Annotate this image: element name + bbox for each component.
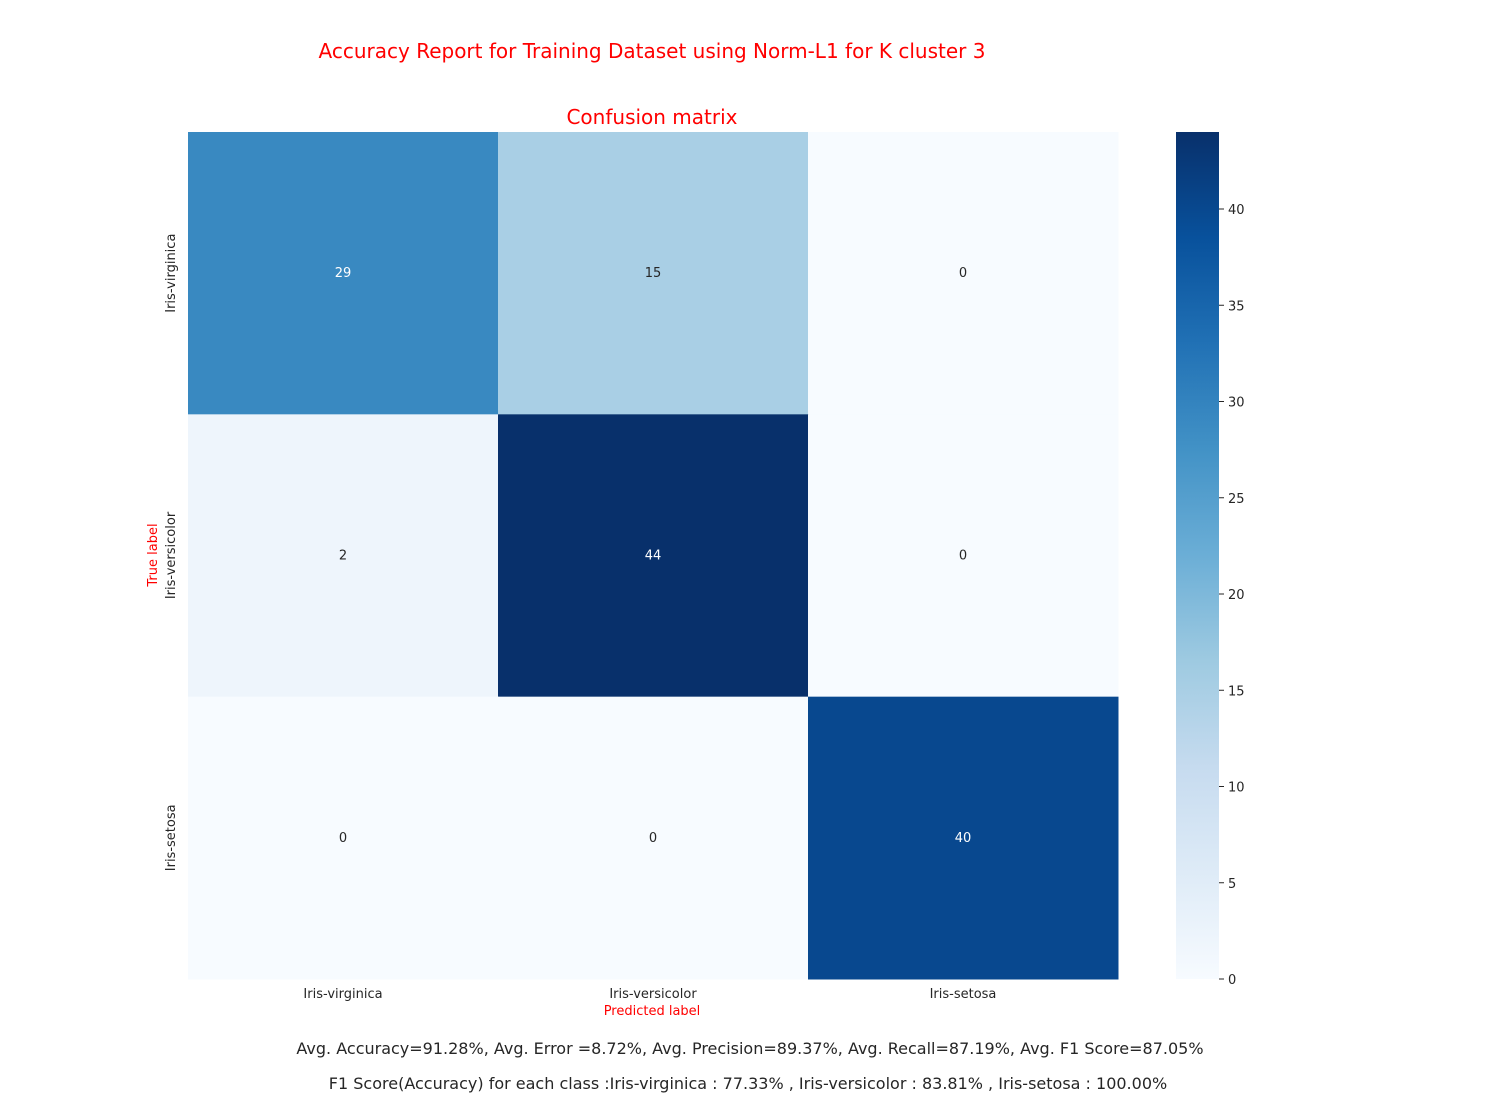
colorbar-tick-label-1: 5 [1228, 877, 1236, 892]
heatmap-cell-r1-c1 [498, 414, 809, 698]
colorbar-tick-label-5: 25 [1228, 492, 1245, 507]
x-tick-labels: Iris-virginica Iris-versicolor Iris-setosa [303, 987, 996, 1002]
colorbar-tick-label-4: 20 [1228, 588, 1245, 603]
y-tick-label-2: Iris-setosa [164, 804, 179, 871]
heatmap-cells [188, 132, 1119, 980]
heatmap-cell-r0-c1 [498, 132, 809, 415]
cell-value-r1-c1: 44 [645, 549, 662, 564]
colorbar-tick-label-6: 30 [1228, 396, 1245, 411]
colorbar-ticks: 0 5 10 15 20 25 30 35 40 [1219, 203, 1245, 988]
heatmap-cell-r2-c1 [498, 696, 809, 980]
colorbar-tick-label-0: 0 [1228, 973, 1236, 988]
heatmap-cell-r0-c0 [188, 132, 499, 415]
cell-value-r2-c2: 40 [955, 831, 972, 846]
y-tick-label-0: Iris-virginica [164, 234, 179, 313]
heatmap-cell-labels: 29 15 0 2 44 0 0 0 40 [335, 266, 972, 846]
cell-value-r0-c0: 29 [335, 266, 352, 281]
f1-per-class-line: F1 Score(Accuracy) for each class :Iris-… [329, 1074, 1167, 1093]
x-tick-label-1: Iris-versicolor [609, 987, 697, 1002]
heatmap-cell-r2-c2 [808, 696, 1119, 980]
cell-value-r2-c0: 0 [339, 831, 347, 846]
x-tick-label-0: Iris-virginica [303, 987, 382, 1002]
cell-value-r1-c0: 2 [339, 549, 347, 564]
colorbar-tick-label-2: 10 [1228, 781, 1245, 796]
x-tick-label-2: Iris-setosa [930, 987, 997, 1002]
summary-metrics-line: Avg. Accuracy=91.28%, Avg. Error =8.72%,… [296, 1039, 1203, 1058]
colorbar-tick-label-7: 35 [1228, 299, 1245, 314]
chart-title: Confusion matrix [566, 105, 737, 129]
colorbar [1176, 132, 1219, 979]
figure-suptitle: Accuracy Report for Training Dataset usi… [319, 39, 986, 63]
y-tick-labels: Iris-virginica Iris-versicolor Iris-setosa [164, 234, 179, 872]
x-axis-label: Predicted label [604, 1004, 701, 1019]
heatmap-cell-r2-c0 [188, 696, 499, 980]
cell-value-r2-c1: 0 [649, 831, 657, 846]
heatmap-cell-r1-c0 [188, 414, 499, 698]
y-tick-label-1: Iris-versicolor [164, 511, 179, 599]
colorbar-tick-label-3: 15 [1228, 684, 1245, 699]
cell-value-r0-c2: 0 [959, 266, 967, 281]
heatmap-cell-r1-c2 [808, 414, 1119, 698]
heatmap-cell-r0-c2 [808, 132, 1119, 415]
cell-value-r1-c2: 0 [959, 549, 967, 564]
y-axis-label: True label [146, 523, 161, 587]
cell-value-r0-c1: 15 [645, 266, 662, 281]
colorbar-tick-label-8: 40 [1228, 203, 1245, 218]
